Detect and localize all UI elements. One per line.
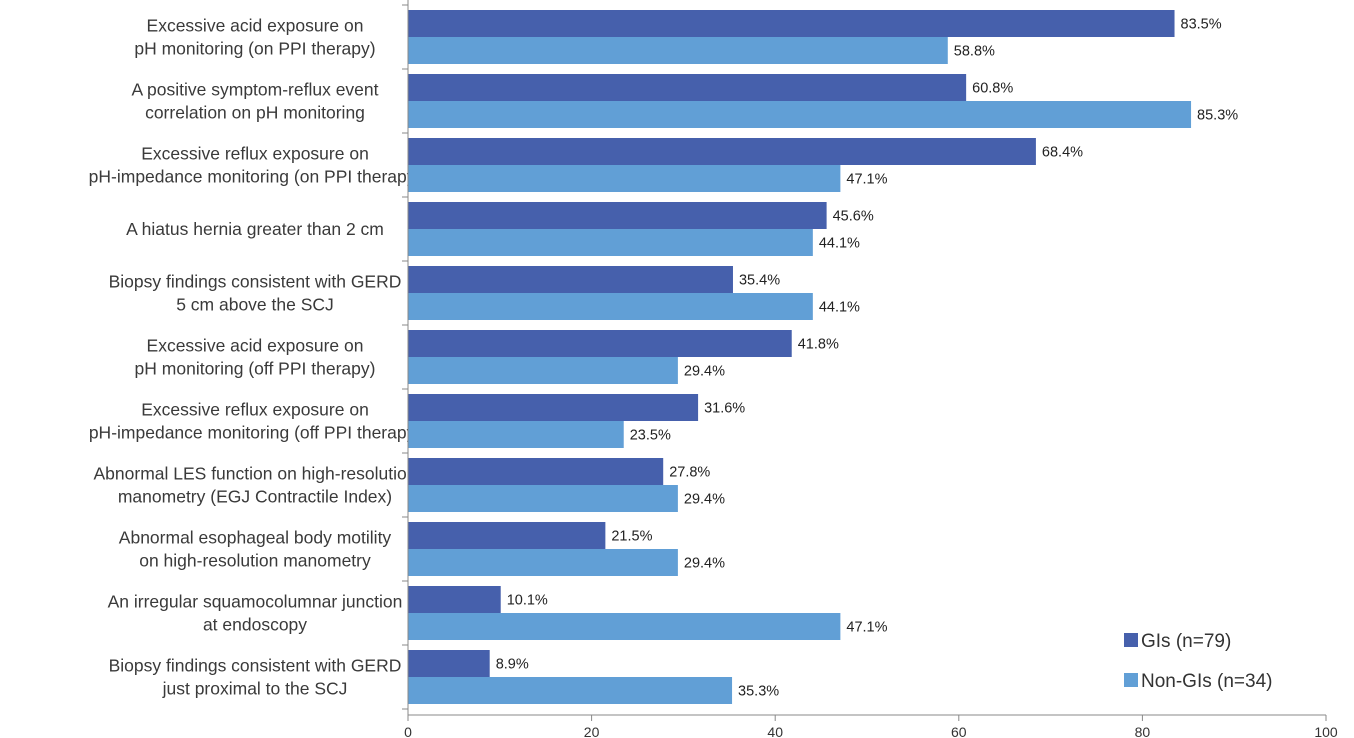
category-label: Excessive reflux exposure on pH-impedance… xyxy=(89,400,421,443)
bar-non-gis xyxy=(408,613,841,640)
bar-non-gis xyxy=(408,485,678,512)
category-label: Excessive acid exposure on pH monitoring … xyxy=(135,336,376,379)
bar-non-gis xyxy=(408,677,733,704)
data-label: 35.4% xyxy=(739,273,780,289)
bar-non-gis xyxy=(408,293,813,320)
data-label: 68.4% xyxy=(1042,145,1083,161)
bar-gis xyxy=(408,74,967,101)
bar-gis xyxy=(408,586,501,613)
legend-label: Non-GIs (n=34) xyxy=(1141,671,1272,692)
data-label: 47.1% xyxy=(846,172,887,188)
x-tick-label: 20 xyxy=(584,724,600,738)
bar-non-gis xyxy=(408,549,678,576)
legend: GIs (n=79) Non-GIs (n=34) xyxy=(1124,631,1272,692)
data-label: 44.1% xyxy=(819,236,860,252)
bar-non-gis xyxy=(408,101,1192,128)
data-label: 58.8% xyxy=(954,44,995,60)
data-label: 85.3% xyxy=(1197,108,1238,124)
category-labels: Excessive acid exposure on pH monitoring … xyxy=(89,16,422,699)
data-label: 23.5% xyxy=(630,428,671,444)
bar-gis xyxy=(408,266,733,293)
x-tick-label: 80 xyxy=(1135,724,1151,738)
data-label: 29.4% xyxy=(684,556,725,572)
legend-swatch xyxy=(1124,633,1138,647)
data-label: 35.3% xyxy=(738,684,779,700)
data-label: 60.8% xyxy=(972,81,1013,97)
category-label: Biopsy findings consistent with GERD 5 cm… xyxy=(109,272,402,315)
bar-gis xyxy=(408,522,606,549)
data-label: 44.1% xyxy=(819,300,860,316)
data-label: 45.6% xyxy=(833,209,874,225)
bar-non-gis xyxy=(408,421,624,448)
category-label: Excessive reflux exposure on pH-impedance… xyxy=(89,144,422,187)
legend-label: GIs (n=79) xyxy=(1141,631,1231,652)
legend-swatch xyxy=(1124,673,1138,687)
bar-gis xyxy=(408,394,699,421)
bar-non-gis xyxy=(408,357,678,384)
category-label: Biopsy findings consistent with GERD just… xyxy=(109,656,402,699)
x-tick-label: 60 xyxy=(951,724,967,738)
bar-non-gis xyxy=(408,229,813,256)
x-tick-label: 100 xyxy=(1314,724,1338,738)
category-label: An irregular squamocolumnar junction at e… xyxy=(108,592,403,635)
data-label: 47.1% xyxy=(846,620,887,636)
bar-gis xyxy=(408,138,1036,165)
category-label: Excessive acid exposure on pH monitoring … xyxy=(134,16,375,59)
data-label: 21.5% xyxy=(611,529,652,545)
category-label: Abnormal LES function on high-resolution… xyxy=(94,464,417,507)
bar-gis xyxy=(408,10,1175,37)
x-tick-label: 0 xyxy=(404,724,412,738)
bar-gis xyxy=(408,330,792,357)
data-label: 83.5% xyxy=(1181,17,1222,33)
data-label: 31.6% xyxy=(704,401,745,417)
data-label: 29.4% xyxy=(684,364,725,380)
bar-non-gis xyxy=(408,165,841,192)
data-label: 27.8% xyxy=(669,465,710,481)
value-labels: 83.5% 58.8% 60.8% 85.3% 68.4% 47.1% 45.6% 44.1%… xyxy=(496,17,1239,700)
bar-gis xyxy=(408,202,827,229)
data-label: 10.1% xyxy=(507,593,548,609)
data-label: 29.4% xyxy=(684,492,725,508)
axes: 0 20 40 60 80 100 xyxy=(402,0,1338,738)
bar-gis xyxy=(408,458,664,485)
bar-non-gis xyxy=(408,37,948,64)
data-label: 41.8% xyxy=(798,337,839,353)
bar-gis xyxy=(408,650,490,677)
bars xyxy=(408,10,1192,704)
x-tick-label: 40 xyxy=(767,724,783,738)
category-label: A hiatus hernia greater than 2 cm xyxy=(126,219,384,239)
category-label: A positive symptom-reflux event correlati… xyxy=(131,80,378,123)
data-label: 8.9% xyxy=(496,657,529,673)
category-label: Abnormal esophageal body motility on high… xyxy=(119,528,392,571)
